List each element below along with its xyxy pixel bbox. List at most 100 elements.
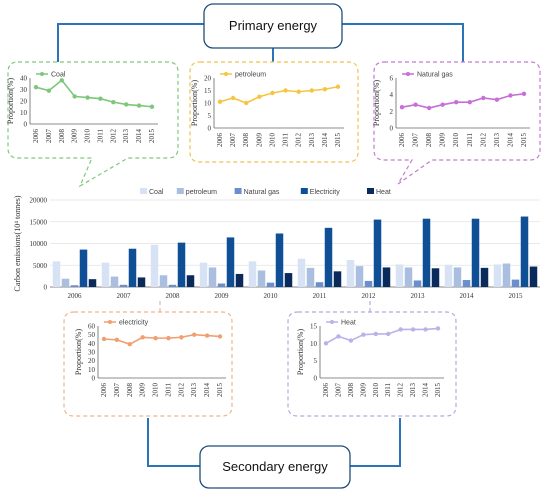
emissions-bar (333, 271, 342, 287)
coal-data-point (111, 99, 116, 105)
heat-data-point (336, 334, 341, 339)
emissions-bar (217, 283, 226, 287)
electricity-x-tick-label: 2013 (190, 383, 198, 398)
petroleum-y-tick-label: 20 (204, 75, 212, 83)
emissions-bar (364, 280, 373, 287)
heat-legend-label: Heat (341, 320, 356, 327)
emissions-bar (226, 237, 235, 287)
emissions-bar (88, 279, 97, 287)
emissions-x-tick-label: 2006 (68, 292, 83, 300)
heat-data-point (423, 327, 428, 332)
emissions-x-tick-label: 2015 (509, 292, 524, 300)
emissions-bar (284, 273, 293, 287)
emissions-bar (493, 264, 502, 287)
petroleum-data-point (309, 88, 314, 93)
heat-data-point (348, 338, 354, 343)
petroleum-data-point (230, 95, 236, 101)
emissions-bar (266, 282, 275, 287)
emissions-x-tick-label: 2011 (313, 292, 327, 300)
natural_gas-data-point (413, 102, 418, 107)
coal-data-point (149, 104, 155, 109)
coal-data-point (98, 96, 103, 101)
coal-x-tick-label: 2014 (135, 129, 143, 144)
emissions-bar (110, 276, 119, 287)
emissions-x-tick-label: 2014 (460, 292, 475, 300)
heat-x-tick-label: 2012 (397, 383, 405, 398)
petroleum-x-tick-label: 2013 (308, 133, 316, 148)
emissions-bar (355, 266, 364, 287)
emissions-bar (177, 242, 186, 287)
emissions-bar (70, 285, 79, 287)
natural_gas-legend-marker (406, 72, 410, 76)
emissions-bar (444, 264, 453, 287)
petroleum-data-point (335, 84, 341, 89)
petroleum-y-tick-label: 0 (208, 125, 212, 133)
emissions-legend-label: Heat (376, 189, 391, 196)
emissions-y-tick-label: 0 (44, 284, 48, 292)
emissions-bar (462, 280, 471, 287)
heat-data-point (410, 327, 416, 332)
electricity-data-point (101, 336, 107, 342)
emissions-bar (373, 219, 382, 287)
emissions-x-tick-label: 2012 (362, 292, 377, 300)
emissions-y-tick-label: 5000 (33, 262, 48, 270)
coal-x-tick-label: 2013 (122, 129, 130, 144)
emissions-bar (315, 282, 324, 287)
emissions-bar (480, 267, 489, 287)
petroleum-legend-label: petroleum (235, 72, 266, 79)
heat-chart: 0 5 10 15 2006 2007 2008 2009 2010 2011 2012 2013 20… (296, 320, 444, 398)
emissions-bar (395, 264, 404, 287)
electricity-x-tick-label: 2014 (203, 383, 211, 398)
primary-energy-box: Primary energy (203, 3, 343, 49)
heat-data-point (386, 331, 391, 337)
electricity-y-tick-label: 0 (92, 375, 96, 383)
electricity-y-tick-label: 10 (88, 366, 96, 374)
petroleum-x-tick-label: 2012 (295, 133, 303, 148)
coal-data-point (46, 88, 52, 93)
coal-data-point (85, 95, 90, 100)
heat-series-line (325, 327, 439, 345)
emissions-y-tick-label: 20000 (30, 197, 48, 205)
electricity-data-point (204, 333, 210, 338)
secondary-energy-label: Secondary energy (222, 459, 328, 474)
petroleum-x-tick-label: 2007 (229, 133, 237, 148)
coal-x-tick-label: 2006 (32, 129, 40, 144)
coal-legend-label: Coal (51, 72, 66, 79)
emissions-bar (168, 284, 177, 287)
coal-data-point (136, 103, 142, 108)
petroleum-chart: 0 5 10 15 20 2006 2007 2008 2009 2010 2011 2012 2013… (190, 72, 344, 148)
heat-y-tick-label: 15 (310, 323, 318, 331)
coal-y-tick-label: 20 (20, 98, 28, 106)
emissions-bar (150, 244, 159, 287)
emissions-legend-swatch (234, 188, 242, 194)
coal-chart: 0 10 20 30 40 2006 2007 2008 2009 2010 2011 2012 201… (6, 72, 158, 144)
emissions-bar (137, 277, 146, 287)
coal-y-tick-label: 30 (20, 86, 28, 94)
petroleum-data-point (296, 89, 301, 94)
petroleum-x-tick-label: 2009 (255, 133, 263, 148)
electricity-data-point (153, 335, 158, 341)
emissions-bar (453, 267, 462, 287)
natural_gas-y-tick-label: 4 (390, 91, 394, 99)
emissions-bar (422, 218, 431, 287)
petroleum-y-tick-label: 5 (208, 112, 212, 120)
electricity-data-point (140, 335, 145, 340)
heat-x-tick-label: 2015 (434, 383, 442, 398)
electricity-data-point (166, 335, 171, 341)
natural-gas-callout-frame (373, 61, 541, 185)
coal-data-point (72, 94, 77, 99)
natural_gas-data-point (508, 93, 513, 98)
petroleum-x-tick-label: 2006 (216, 133, 224, 148)
electricity-x-tick-label: 2015 (216, 383, 224, 398)
natural_gas-legend-label: Natural gas (417, 72, 453, 79)
heat-x-tick-label: 2010 (372, 383, 380, 398)
heat-x-tick-label: 2007 (334, 383, 342, 398)
coal-data-point (59, 78, 64, 83)
petroleum-y-axis-label: Proportion(%) (190, 80, 199, 127)
electricity-y-tick-label: 60 (88, 323, 96, 331)
petroleum-data-point (270, 90, 275, 96)
electricity-x-tick-label: 2007 (113, 383, 121, 398)
emissions-bar (52, 261, 61, 287)
emissions-bar (324, 227, 333, 287)
